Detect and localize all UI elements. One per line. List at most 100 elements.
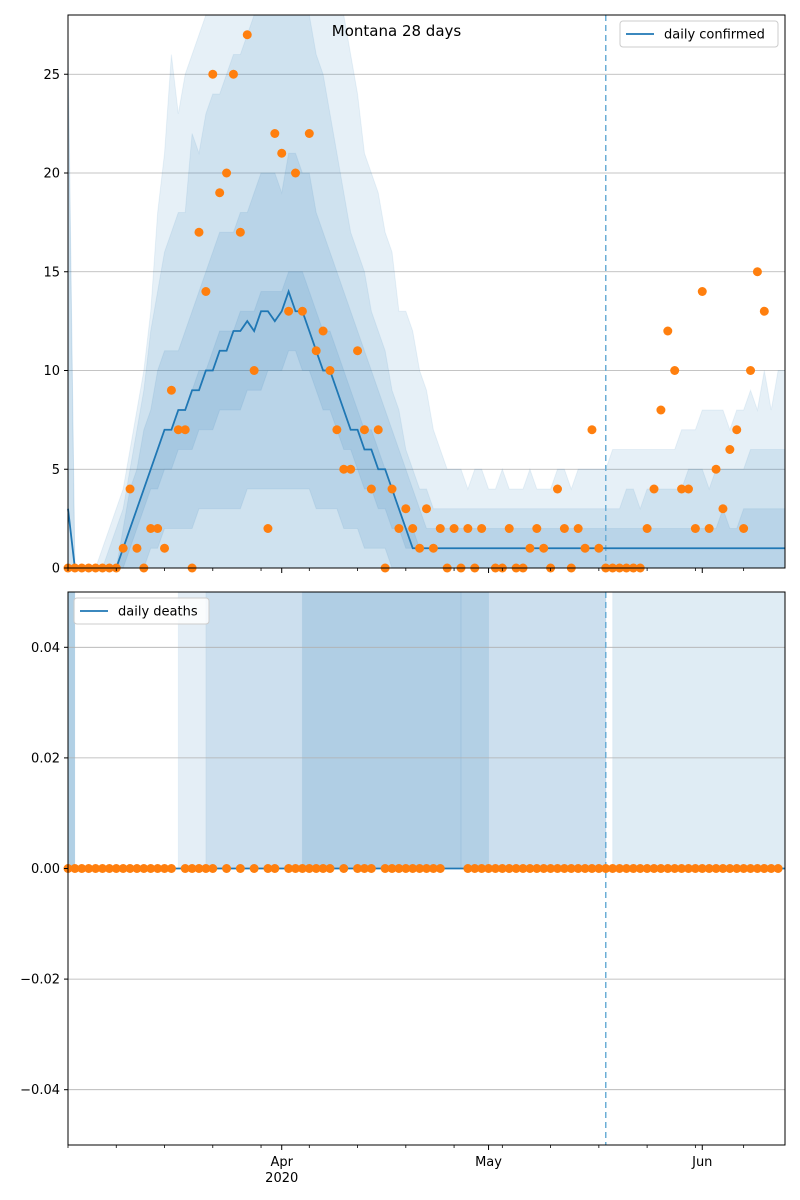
deaths-band (205, 591, 607, 869)
confirmed-y-tick-label: 15 (43, 265, 60, 280)
confirmed-point (146, 524, 156, 533)
confirmed-point (463, 524, 473, 533)
confirmed-point (408, 524, 418, 533)
deaths-point (594, 864, 604, 873)
confirmed-point (215, 188, 225, 198)
deaths-point (484, 864, 494, 873)
confirmed-point (642, 524, 652, 533)
confirmed-point (428, 543, 438, 553)
deaths-point (546, 864, 556, 873)
confirmed-point (222, 168, 232, 178)
deaths-point (463, 864, 473, 873)
deaths-point (160, 864, 170, 873)
deaths-point (201, 864, 211, 873)
confirmed-point (573, 524, 583, 533)
deaths-point (318, 864, 328, 873)
confirmed-point (594, 543, 604, 553)
confirmed-point (125, 484, 135, 494)
deaths-legend: daily deaths (73, 597, 210, 625)
deaths-point (539, 864, 549, 873)
deaths-point (663, 864, 673, 873)
confirmed-point (173, 425, 183, 435)
deaths-point (532, 864, 542, 873)
deaths-point (194, 864, 204, 873)
deaths-point (746, 864, 756, 873)
deaths-band (301, 591, 462, 869)
confirmed-point (249, 366, 259, 375)
confirmed-point (580, 543, 590, 553)
deaths-point (587, 864, 597, 873)
confirmed-point (208, 69, 218, 79)
confirmed-point (559, 524, 569, 533)
confirmed-point (449, 524, 459, 533)
deaths-point (139, 864, 149, 873)
confirmed-point (690, 524, 700, 533)
deaths-point (297, 864, 307, 873)
deaths-point (559, 864, 569, 873)
confirmed-point (291, 168, 301, 178)
confirmed-point (401, 504, 411, 514)
deaths-point (732, 864, 742, 873)
deaths-point (291, 864, 301, 873)
deaths-y-tick-label: 0.02 (31, 751, 60, 766)
deaths-band (460, 591, 490, 869)
confirmed-point (366, 484, 376, 494)
deaths-point (718, 864, 728, 873)
confirmed-point (373, 425, 383, 435)
confirmed-point (153, 524, 163, 533)
confirmed-point (132, 543, 142, 553)
deaths-point (566, 864, 576, 873)
confirmed-y-tick-label: 10 (43, 364, 60, 379)
deaths-point (621, 864, 631, 873)
deaths-point (470, 864, 480, 873)
confirmed-axes-frame (67, 14, 786, 569)
deaths-point (132, 864, 142, 873)
confirmed-point (304, 129, 314, 138)
deaths-point (263, 864, 273, 873)
confirmed-point (318, 326, 328, 336)
deaths-point (111, 864, 121, 873)
deaths-point (222, 864, 232, 873)
deaths-point (628, 864, 638, 873)
confirmed-point (649, 484, 659, 494)
deaths-point (325, 864, 335, 873)
confirmed-point (415, 543, 425, 553)
confirmed-point (477, 524, 487, 533)
deaths-point (387, 864, 397, 873)
chart-title: Montana 28 days (332, 22, 462, 40)
deaths-point (408, 864, 418, 873)
deaths-point (608, 864, 618, 873)
confirmed-point (325, 366, 335, 375)
deaths-point (435, 864, 445, 873)
confirmed-x-ticks (67, 568, 745, 573)
deaths-point (380, 864, 390, 873)
deaths-point (70, 864, 80, 873)
confirmed-point (166, 385, 176, 395)
deaths-point (518, 864, 528, 873)
confirmed-point (242, 30, 252, 40)
deaths-point (635, 864, 645, 873)
deaths-point (656, 864, 666, 873)
confirmed-y-tick-label: 5 (52, 463, 60, 478)
confirmed-point (759, 306, 769, 316)
confirmed-point (263, 524, 273, 533)
confirmed-band (68, 271, 785, 569)
deaths-point (683, 864, 693, 873)
deaths-point (580, 864, 590, 873)
deaths-band (612, 591, 786, 869)
deaths-point (552, 864, 562, 873)
deaths-point (84, 864, 94, 873)
deaths-point (725, 864, 735, 873)
confirmed-point (387, 484, 397, 494)
confirmed-point (525, 543, 535, 553)
deaths-point (601, 864, 611, 873)
x-tick-label: Jun (691, 1155, 712, 1170)
deaths-point (766, 864, 776, 873)
deaths-point (284, 864, 294, 873)
deaths-point (153, 864, 163, 873)
confirmed-point (353, 346, 363, 356)
deaths-point (166, 864, 176, 873)
deaths-point (235, 864, 245, 873)
confirmed-point (532, 524, 542, 533)
deaths-point (497, 864, 507, 873)
